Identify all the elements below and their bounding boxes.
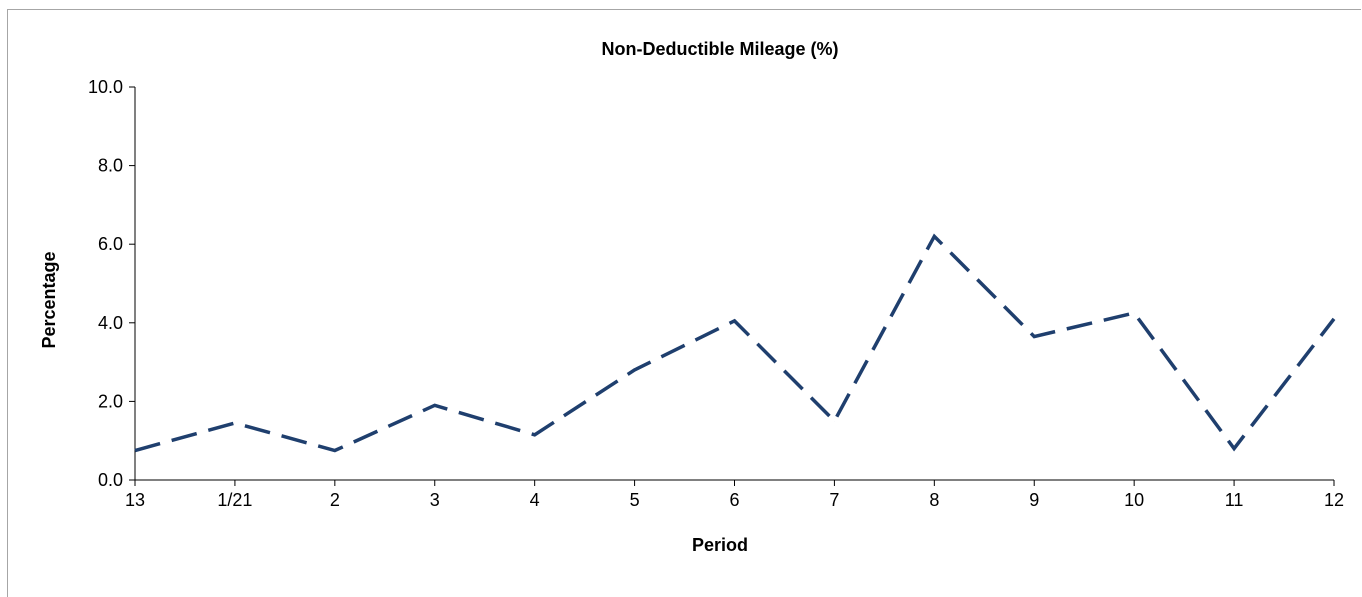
series-line	[134, 233, 1336, 453]
y-tick-label: 8.0	[98, 156, 123, 176]
x-tick-label: 6	[729, 490, 739, 510]
x-axis-label: Period	[692, 535, 748, 555]
x-tick-label: 2	[330, 490, 340, 510]
chart-title: Non-Deductible Mileage (%)	[601, 39, 838, 59]
y-tick-label: 2.0	[98, 391, 123, 411]
chart-frame	[7, 9, 1361, 597]
x-tick-label: 4	[530, 490, 540, 510]
x-tick-label: 3	[430, 490, 440, 510]
x-tick-label: 12	[1324, 490, 1344, 510]
x-tick-label: 9	[1029, 490, 1039, 510]
x-axis: 13 1/21 2 3 4 5 6 7 8 9 10 11 12	[125, 479, 1344, 510]
x-tick-label: 5	[630, 490, 640, 510]
x-tick-label: 13	[125, 490, 145, 510]
y-tick-label: 6.0	[98, 234, 123, 254]
x-tick-label: 1/21	[217, 490, 252, 510]
y-tick-label: 10.0	[88, 77, 123, 97]
x-tick-label: 11	[1225, 490, 1244, 510]
series-group	[134, 233, 1336, 453]
x-tick-label: 10	[1124, 490, 1144, 510]
x-tick-label: 8	[929, 490, 939, 510]
x-tick-label: 7	[829, 490, 839, 510]
y-tick-label: 4.0	[98, 313, 123, 333]
y-axis: 0.0 2.0 4.0 6.0 8.0 10.0	[88, 77, 136, 490]
y-tick-label: 0.0	[98, 470, 123, 490]
y-axis-label: Percentage	[39, 251, 59, 348]
